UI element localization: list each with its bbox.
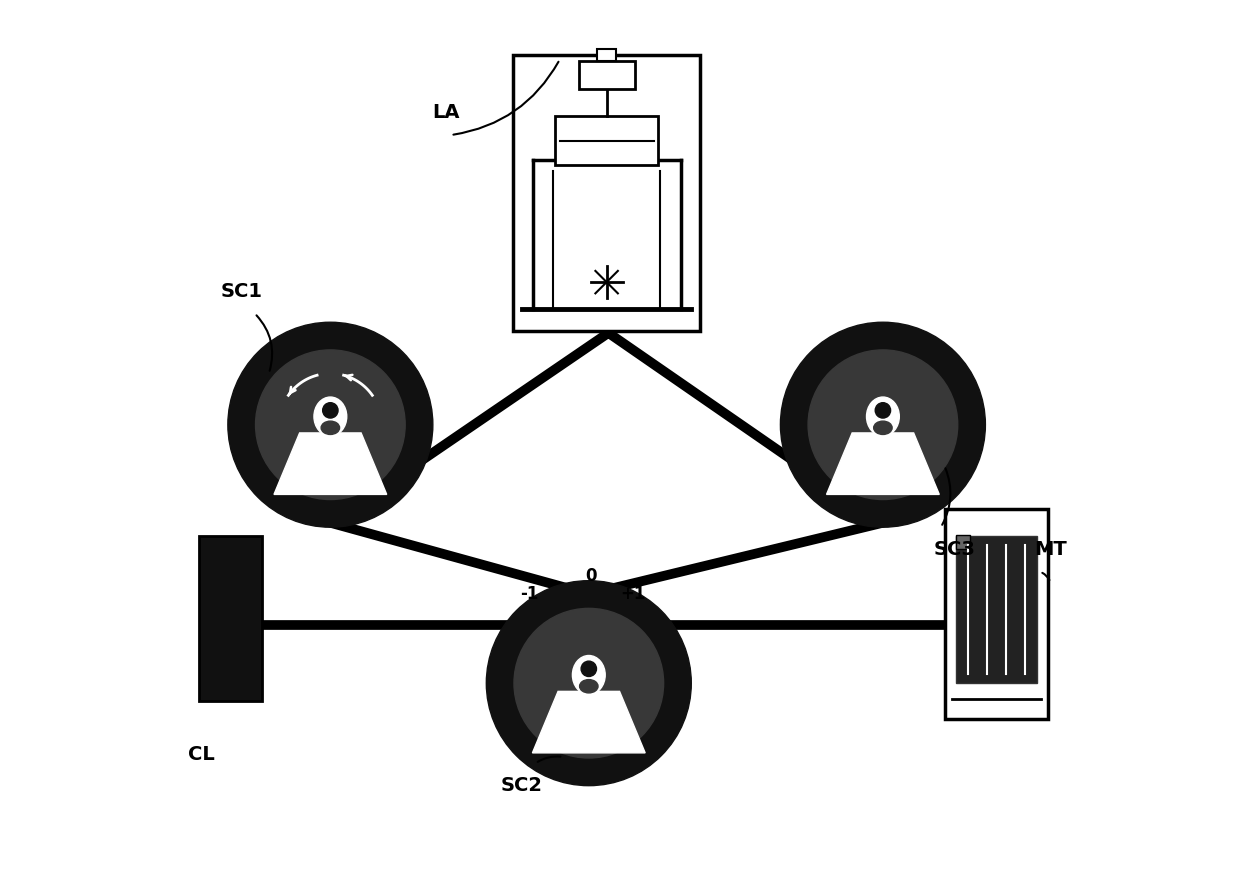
- Circle shape: [582, 662, 596, 677]
- Text: LA: LA: [433, 104, 460, 122]
- Circle shape: [322, 402, 339, 418]
- Bar: [579, 62, 635, 89]
- Circle shape: [255, 350, 405, 500]
- Circle shape: [808, 350, 957, 500]
- Polygon shape: [532, 691, 645, 753]
- Ellipse shape: [867, 397, 899, 436]
- Ellipse shape: [321, 421, 340, 434]
- Ellipse shape: [573, 655, 605, 695]
- Bar: [596, 49, 616, 62]
- Bar: [556, 115, 658, 165]
- Circle shape: [486, 581, 691, 786]
- Text: +1: +1: [621, 585, 646, 603]
- Bar: [513, 55, 701, 331]
- Circle shape: [515, 608, 663, 758]
- Bar: [200, 536, 262, 701]
- Bar: [956, 536, 970, 550]
- Ellipse shape: [874, 421, 892, 434]
- Text: SC3: SC3: [934, 540, 975, 559]
- Text: -1: -1: [520, 585, 538, 603]
- Text: SC2: SC2: [501, 776, 543, 795]
- Text: SC1: SC1: [221, 282, 262, 300]
- Circle shape: [875, 402, 890, 418]
- Circle shape: [780, 322, 986, 527]
- Polygon shape: [274, 433, 387, 494]
- Ellipse shape: [314, 397, 347, 436]
- Bar: [956, 536, 1037, 683]
- Polygon shape: [827, 433, 939, 494]
- Circle shape: [228, 322, 433, 527]
- Text: CL: CL: [187, 745, 215, 764]
- Bar: [945, 510, 1048, 719]
- Ellipse shape: [579, 679, 598, 693]
- Text: MT: MT: [1034, 540, 1066, 559]
- Text: 0: 0: [585, 567, 598, 586]
